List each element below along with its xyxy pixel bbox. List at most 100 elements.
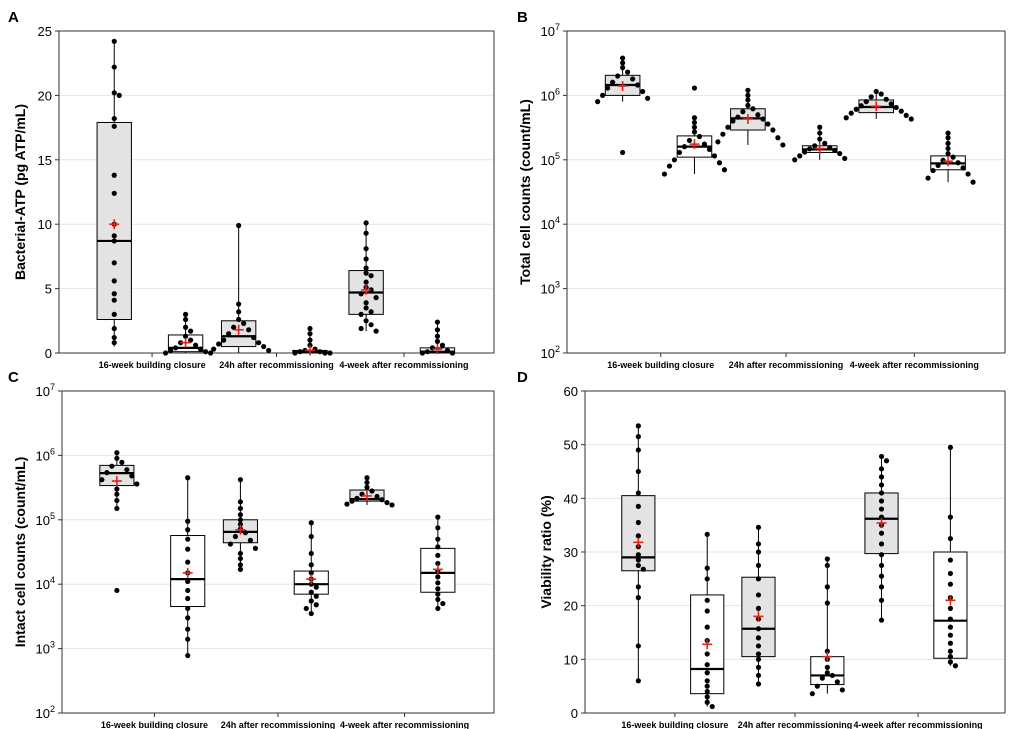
y-tick-label: 104	[36, 575, 55, 592]
data-point	[858, 103, 864, 109]
x-tick-label: 16-week building closure	[101, 720, 208, 729]
y-tick-label: 20	[564, 599, 578, 614]
data-point	[630, 76, 636, 82]
data-point	[945, 150, 951, 157]
box-before	[741, 524, 776, 687]
y-tick-label: 106	[36, 446, 55, 463]
data-point	[952, 663, 959, 669]
data-point	[364, 479, 370, 486]
data-point	[755, 112, 761, 118]
data-point	[363, 265, 369, 271]
box-before	[843, 88, 914, 122]
data-point	[755, 562, 762, 569]
y-tick-label: 50	[564, 438, 578, 453]
x-tick-label: 4-week after recommissioning	[854, 720, 983, 729]
data-point	[363, 318, 369, 324]
box-before	[715, 87, 786, 148]
box-after	[170, 475, 206, 659]
data-point	[247, 537, 254, 543]
data-point	[185, 587, 191, 594]
data-point	[671, 157, 678, 163]
data-point	[635, 468, 641, 475]
data-point	[878, 474, 885, 480]
data-point	[635, 557, 641, 563]
data-point	[802, 149, 808, 155]
data-point	[185, 578, 191, 585]
data-point	[947, 557, 954, 563]
data-point	[236, 309, 242, 315]
x-tick-label: 24h after recommissioning	[729, 360, 844, 370]
y-tick-label: 105	[541, 151, 560, 168]
data-point	[297, 349, 303, 355]
data-point	[635, 533, 641, 539]
data-point	[945, 130, 951, 136]
data-point	[893, 104, 899, 111]
data-point	[824, 670, 830, 676]
data-point	[635, 423, 641, 429]
data-point	[308, 589, 314, 595]
data-point	[307, 325, 313, 332]
data-point	[635, 678, 641, 684]
data-point	[740, 109, 746, 115]
data-point	[960, 165, 966, 171]
data-point	[878, 584, 885, 590]
data-point	[873, 88, 879, 95]
data-point	[620, 60, 626, 66]
data-point	[221, 337, 227, 343]
x-tick-label: 4-week after recommissioning	[850, 360, 979, 370]
data-point	[111, 278, 117, 284]
data-point	[730, 118, 736, 124]
data-point	[755, 592, 762, 598]
data-point	[363, 270, 369, 276]
data-point	[109, 463, 115, 469]
data-point	[704, 531, 710, 537]
data-point	[317, 349, 323, 355]
data-point	[434, 327, 441, 333]
box-after	[661, 85, 728, 177]
data-point	[216, 341, 222, 347]
data-point	[185, 636, 191, 642]
y-tick-label: 102	[36, 704, 55, 721]
data-point	[434, 333, 441, 339]
x-tick-label: 24h after recommissioning	[221, 720, 336, 729]
data-point	[745, 102, 751, 108]
data-point	[308, 610, 314, 617]
data-point	[640, 566, 646, 572]
data-point	[104, 470, 110, 476]
panel-label: A	[8, 9, 19, 26]
data-point	[369, 488, 375, 494]
data-point	[308, 598, 314, 604]
data-point	[172, 345, 179, 351]
data-point	[119, 459, 125, 465]
data-point	[696, 133, 703, 140]
data-point	[207, 350, 214, 356]
data-point	[947, 581, 954, 587]
data-point	[363, 220, 369, 226]
data-point	[716, 160, 723, 166]
data-point	[307, 331, 313, 337]
data-point	[635, 434, 641, 440]
y-tick-label: 104	[541, 215, 560, 232]
data-point	[706, 146, 713, 153]
x-tick-label: 24h after recommissioning	[738, 720, 853, 729]
data-point	[824, 556, 830, 562]
data-point	[187, 328, 194, 334]
data-point	[878, 91, 884, 97]
data-point	[308, 533, 314, 540]
y-tick-label: 40	[564, 491, 578, 506]
data-point	[755, 635, 762, 641]
data-point	[308, 550, 314, 557]
data-point	[691, 124, 698, 130]
data-point	[955, 160, 961, 166]
data-point	[635, 503, 641, 509]
data-point	[635, 552, 641, 558]
data-point	[236, 222, 242, 229]
data-point	[116, 92, 122, 98]
data-point	[635, 82, 641, 88]
data-point	[755, 664, 762, 670]
data-point	[197, 346, 204, 352]
data-point	[755, 626, 762, 632]
x-tick-label: 4-week after recommissioning	[339, 360, 468, 370]
y-tick-label: 105	[36, 511, 55, 528]
data-point	[842, 155, 848, 162]
